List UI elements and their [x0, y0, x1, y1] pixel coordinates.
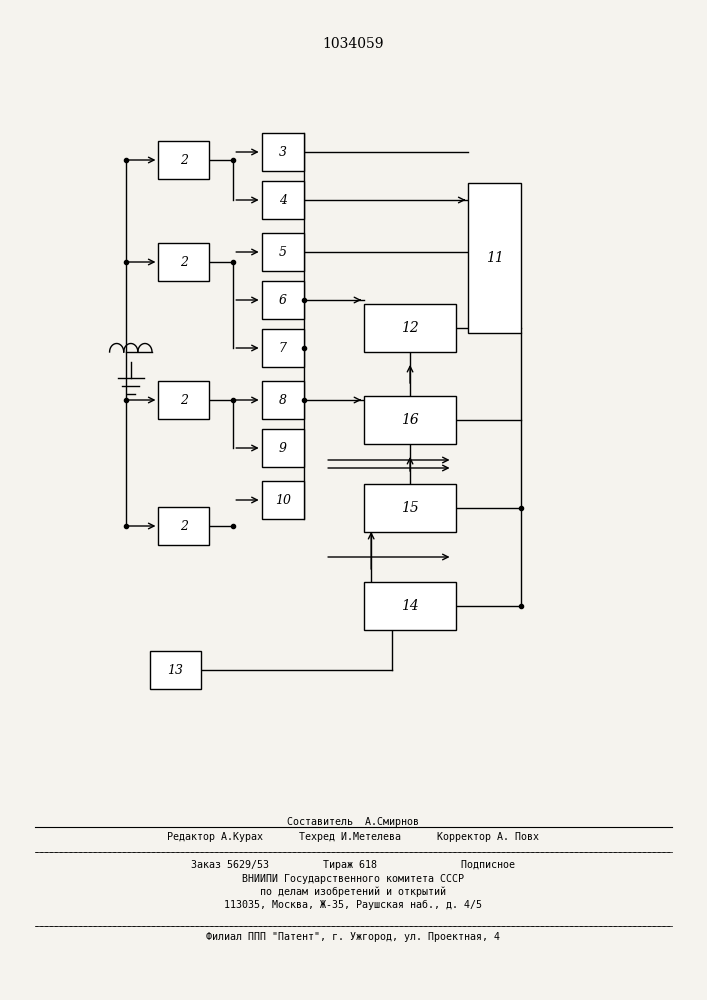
Bar: [262, 429, 304, 467]
Text: по делам изобретений и открытий: по делам изобретений и открытий: [260, 887, 447, 897]
Text: 6: 6: [279, 294, 287, 306]
Text: 15: 15: [401, 501, 419, 515]
Text: 7: 7: [279, 342, 287, 355]
Text: 1034059: 1034059: [323, 37, 384, 51]
Text: 2: 2: [180, 393, 188, 406]
Text: 12: 12: [401, 321, 419, 335]
Text: 5: 5: [279, 245, 287, 258]
Bar: [262, 133, 304, 171]
Bar: [262, 381, 304, 419]
Text: 13: 13: [168, 664, 183, 676]
Bar: [158, 243, 209, 281]
Bar: [262, 233, 304, 271]
Bar: [468, 183, 521, 333]
Text: 9: 9: [279, 442, 287, 454]
Text: 11: 11: [486, 251, 504, 265]
Bar: [262, 281, 304, 319]
Text: 2: 2: [180, 153, 188, 166]
Text: Заказ 5629/53         Тираж 618              Подписное: Заказ 5629/53 Тираж 618 Подписное: [192, 860, 515, 870]
Text: 14: 14: [401, 599, 419, 613]
Bar: [158, 507, 209, 545]
Bar: [158, 141, 209, 179]
Bar: [150, 651, 201, 689]
Bar: [364, 582, 456, 630]
Text: 2: 2: [180, 520, 188, 532]
Bar: [158, 381, 209, 419]
Text: 10: 10: [275, 493, 291, 506]
Text: 4: 4: [279, 194, 287, 207]
Text: Редактор А.Курах      Техред И.Метелева      Корректор А. Повх: Редактор А.Курах Техред И.Метелева Корре…: [168, 832, 539, 842]
Text: 16: 16: [401, 413, 419, 427]
Bar: [364, 484, 456, 532]
Text: Составитель  А.Смирнов: Составитель А.Смирнов: [288, 817, 419, 827]
Bar: [364, 396, 456, 444]
Text: 2: 2: [180, 255, 188, 268]
Text: 113035, Москва, Ж-35, Раушская наб., д. 4/5: 113035, Москва, Ж-35, Раушская наб., д. …: [225, 900, 482, 910]
Bar: [364, 304, 456, 352]
Bar: [262, 329, 304, 367]
Text: ВНИИПИ Государственного комитета СССР: ВНИИПИ Государственного комитета СССР: [243, 874, 464, 884]
Bar: [262, 181, 304, 219]
Bar: [262, 481, 304, 519]
Text: 3: 3: [279, 145, 287, 158]
Text: Филиал ППП "Патент", г. Ужгород, ул. Проектная, 4: Филиал ППП "Патент", г. Ужгород, ул. Про…: [206, 932, 501, 942]
Text: 8: 8: [279, 393, 287, 406]
